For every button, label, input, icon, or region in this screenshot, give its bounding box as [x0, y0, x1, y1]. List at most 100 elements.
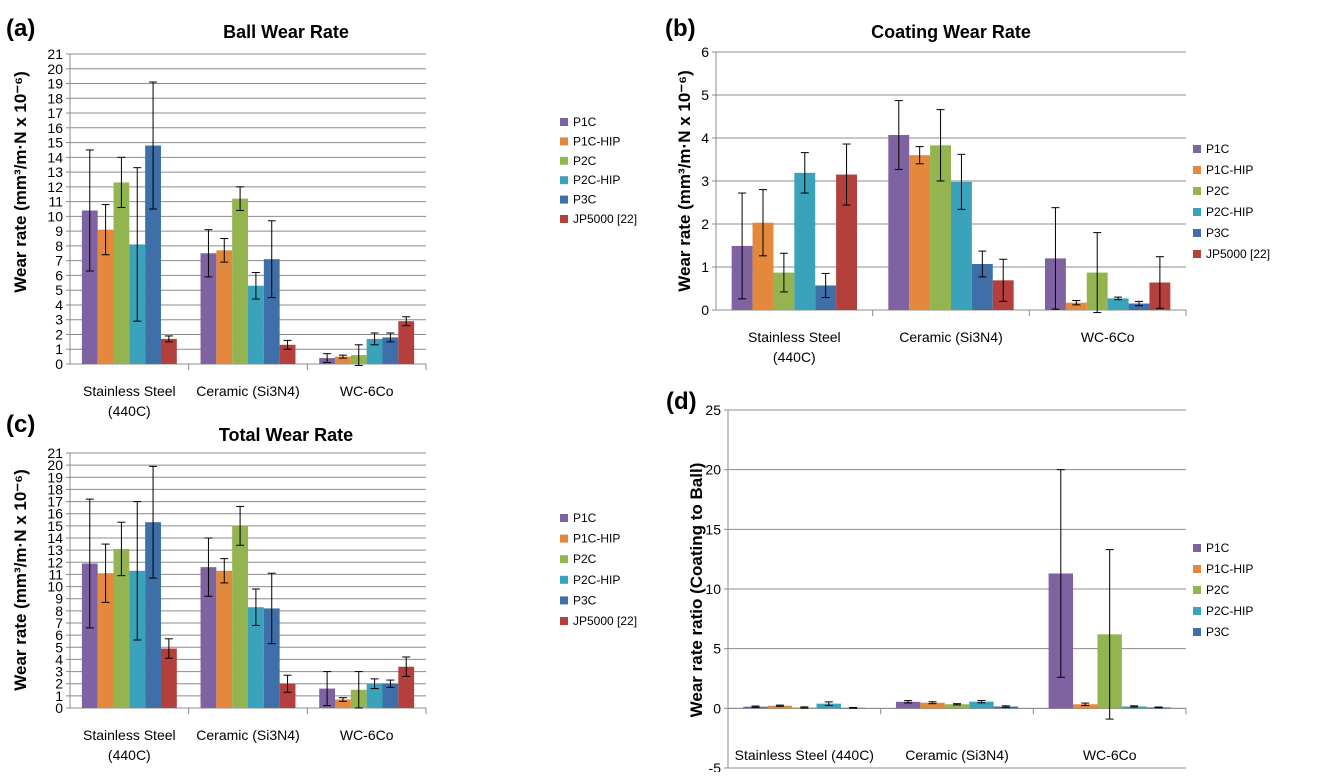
y-tick-label: 3	[55, 312, 63, 328]
legend-swatch	[1193, 586, 1201, 594]
bar-p1c-hip	[909, 155, 931, 310]
y-tick-label: 0	[713, 700, 721, 716]
panel-label: (d)	[666, 388, 697, 415]
bar-p1c	[895, 701, 921, 709]
legend-swatch	[1193, 187, 1201, 195]
bar-jp5000-22-	[836, 174, 857, 310]
y-tick-label: 21	[47, 445, 63, 461]
legend-swatch	[1193, 565, 1201, 573]
y-tick-label: 20	[47, 457, 63, 473]
legend-swatch	[1193, 208, 1201, 216]
y-tick-label: 11	[48, 194, 63, 210]
panel-label: (c)	[6, 411, 35, 438]
legend-label: P1C	[573, 511, 597, 525]
x-category-label: Ceramic (Si3N4)	[196, 383, 299, 399]
y-tick-label: 14	[47, 530, 63, 546]
legend-swatch	[1193, 628, 1201, 636]
legend-label: P3C	[573, 593, 597, 607]
y-tick-label: 10	[47, 579, 63, 595]
legend-swatch	[560, 575, 568, 584]
y-tick-label: 20	[47, 61, 63, 77]
bar-p2c-hip	[816, 703, 841, 709]
y-tick-label: 10	[47, 208, 63, 224]
y-tick-label: 0	[55, 700, 63, 716]
bar-p1c	[200, 253, 217, 364]
y-tick-label: 2	[55, 326, 63, 342]
bar-jp5000-22-	[398, 321, 415, 364]
legend-swatch	[560, 617, 568, 625]
bar-p2c-hip	[794, 172, 816, 310]
legend-label: P2C	[1206, 184, 1230, 198]
legend-label: P3C	[1206, 625, 1230, 639]
bar-p2c-hip	[248, 607, 264, 708]
y-tick-label: 9	[55, 591, 63, 607]
y-axis-title: Wear rate (mm³/m·N x 10⁻⁶)	[11, 469, 30, 691]
chart-panel-4: (d) -5 0 5 10 15 20 25 Wear rate ratio (Coating …	[666, 388, 1253, 776]
bar-p2c-hip	[1107, 298, 1129, 310]
bar-p1c	[81, 563, 98, 708]
legend-swatch	[1193, 166, 1201, 174]
y-tick-label: 16	[47, 120, 63, 136]
chart-panel-2: (b) Coating Wear Rate 0 1 2 3 4 5 6 Wear rate (mm…	[665, 15, 1270, 365]
legend-label: P2C	[573, 552, 597, 566]
legend-swatch	[560, 534, 568, 543]
y-tick-label: 15	[705, 521, 721, 537]
bar-p2c	[232, 525, 248, 708]
chart-title: Total Wear Rate	[219, 425, 353, 445]
chart-panel-3: (c) Total Wear Rate0123456789101112131415…	[6, 411, 637, 763]
y-tick-label: 5	[55, 282, 63, 298]
legend-label: P1C-HIP	[1206, 163, 1253, 177]
x-category-label: (440C)	[773, 349, 816, 365]
y-axis-title: Wear rate (mm³/m·N x 10⁻⁶)	[11, 71, 30, 293]
bar-p2c-hip	[969, 701, 994, 709]
legend-swatch	[560, 137, 568, 146]
bar-p1c-hip	[216, 250, 233, 364]
legend-label: P3C	[1206, 226, 1230, 240]
legend-label: P1C-HIP	[573, 532, 620, 546]
y-tick-label: 7	[55, 253, 63, 269]
y-tick-label: 19	[47, 76, 63, 92]
legend-swatch	[560, 555, 568, 564]
bar-p2c-hip	[366, 683, 383, 708]
y-tick-label: 10	[705, 581, 721, 597]
x-category-label: Ceramic (Si3N4)	[905, 747, 1008, 763]
panel-label: (a)	[6, 15, 35, 42]
y-tick-label: 25	[705, 402, 721, 418]
y-tick-label: 2	[55, 676, 63, 692]
legend-swatch	[560, 596, 568, 605]
legend-swatch	[560, 195, 568, 204]
legend-swatch	[560, 176, 568, 185]
y-tick-label: 15	[47, 518, 63, 534]
y-tick-label: 1	[55, 688, 63, 704]
bar-p2c	[232, 198, 248, 364]
bar-p2c	[113, 548, 130, 708]
bar-p1c-hip	[752, 222, 774, 310]
legend-swatch	[1193, 607, 1201, 615]
bar-p2c	[113, 182, 130, 364]
bar-jp5000-22-	[160, 338, 177, 364]
bar-p1c	[200, 567, 217, 708]
y-tick-label: 2	[701, 216, 709, 232]
y-tick-label: 9	[55, 223, 63, 239]
x-category-label: Stainless Steel	[83, 383, 176, 399]
y-tick-label: 5	[55, 639, 63, 655]
y-tick-label: 0	[55, 356, 63, 372]
y-tick-label: 4	[55, 297, 63, 313]
bar-p1c-hip	[1073, 704, 1098, 709]
legend-swatch	[560, 118, 568, 126]
bar-p3c	[1128, 303, 1150, 310]
legend-swatch	[560, 215, 568, 223]
y-tick-label: 13	[47, 542, 63, 558]
legend-label: JP5000 [22]	[573, 614, 637, 628]
legend-label: P1C	[1206, 541, 1230, 555]
y-tick-label: 6	[701, 44, 709, 60]
y-tick-label: 21	[47, 46, 63, 62]
panel-label: (b)	[665, 15, 696, 42]
bar-p3c	[263, 608, 280, 708]
y-tick-label: 4	[55, 651, 63, 667]
bar-p3c	[971, 263, 993, 310]
legend-label: P1C-HIP	[573, 134, 620, 148]
y-tick-label: 18	[47, 90, 63, 106]
